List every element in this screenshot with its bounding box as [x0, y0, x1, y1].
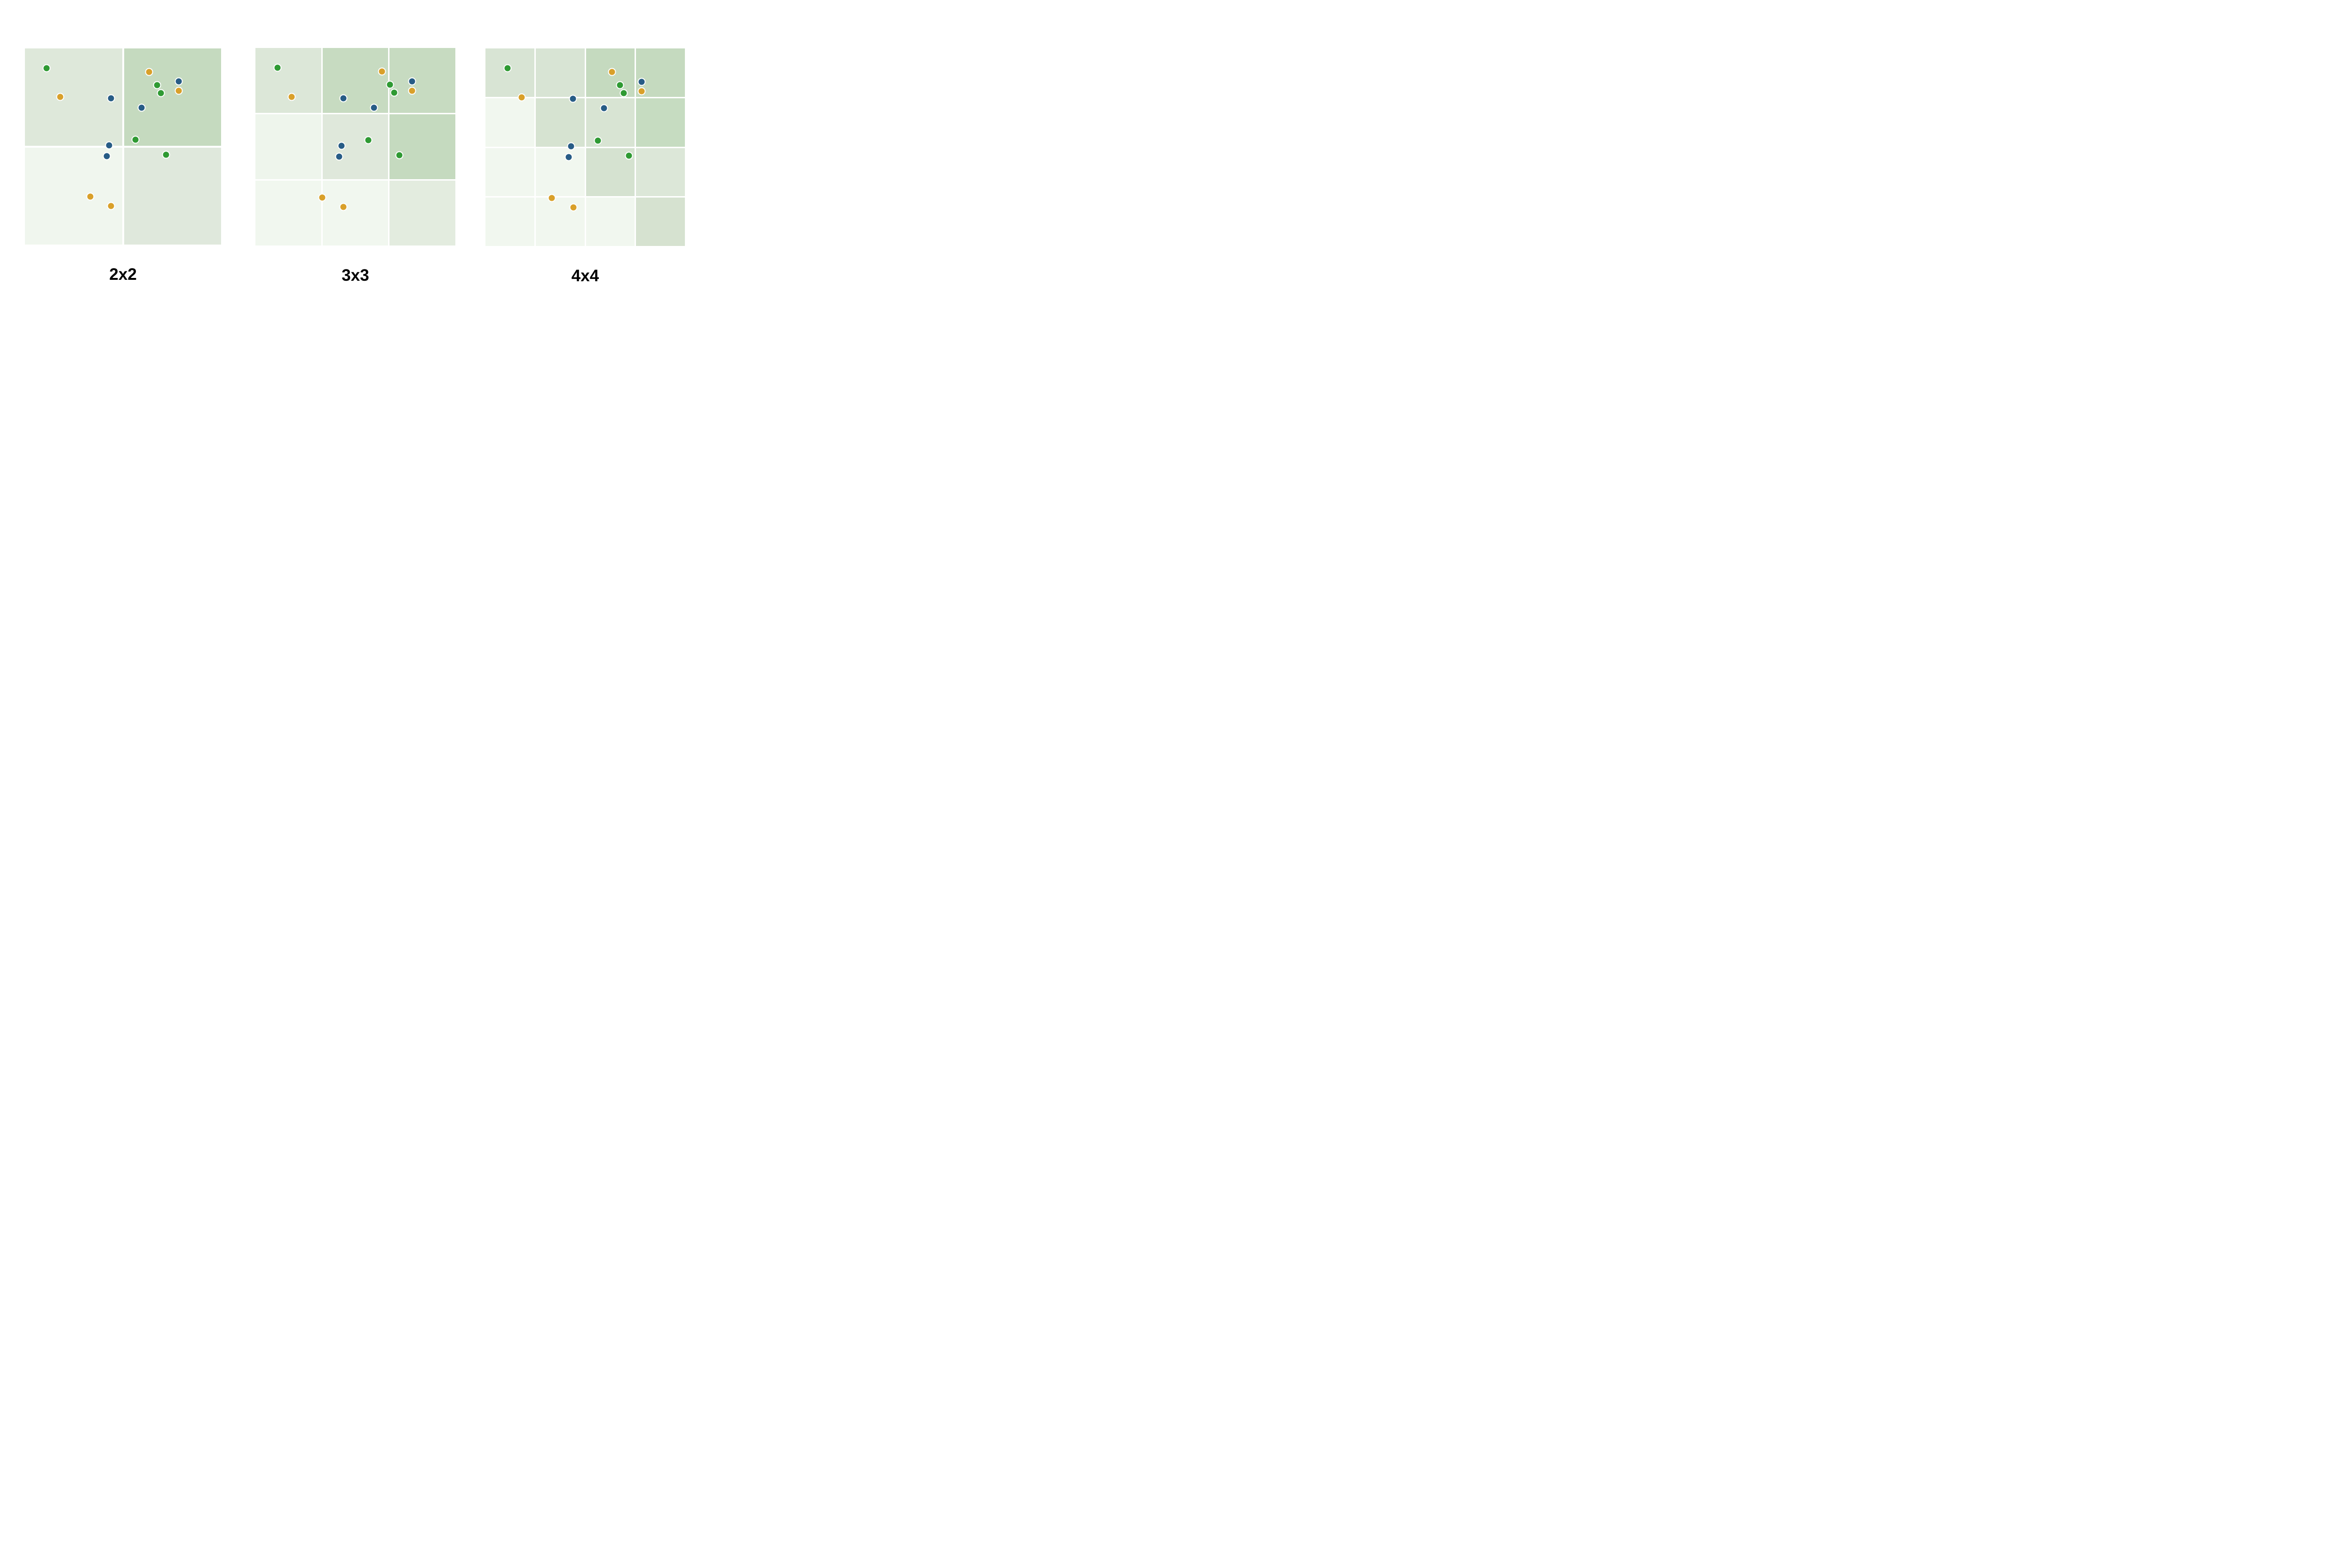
panel-label-3x3: 3x3 — [342, 266, 369, 285]
scatter-point-green — [616, 81, 624, 89]
scatter-point-green — [364, 136, 373, 144]
grid-cell-r2c2 — [124, 147, 221, 245]
scatter-point-blue — [103, 152, 111, 160]
scatter-point-blue — [567, 142, 575, 150]
scatter-point-orange — [175, 87, 183, 95]
grid-cell-r2c1 — [25, 147, 122, 245]
grid-cell-r1c1 — [255, 48, 321, 113]
grid-cell-r3c4 — [636, 148, 685, 197]
scatter-point-blue — [370, 103, 378, 112]
grid-cell-r2c3 — [586, 98, 635, 147]
scatter-point-blue — [105, 141, 113, 150]
scatter-point-orange — [517, 93, 526, 102]
scatter-point-blue — [107, 94, 115, 103]
grid-cell-r1c1 — [485, 48, 534, 97]
scatter-point-orange — [339, 203, 348, 211]
grid-cell-r2c1 — [485, 98, 534, 147]
scatter-point-green — [625, 151, 633, 160]
scatter-point-orange — [608, 68, 616, 76]
scatter-point-orange — [637, 87, 646, 95]
grid-4x4 — [485, 48, 685, 246]
grid-cell-r2c3 — [389, 114, 455, 179]
panel-2x2: 2x2 — [25, 48, 221, 283]
grid-cell-r2c4 — [636, 98, 685, 147]
grid-3x3 — [255, 48, 455, 245]
grid-cell-r3c2 — [322, 181, 389, 245]
grid-cell-r2c2 — [535, 98, 585, 147]
grid-cell-r1c2 — [124, 48, 221, 146]
scatter-point-green — [390, 88, 398, 97]
scatter-point-orange — [287, 93, 296, 101]
scatter-point-green — [503, 64, 512, 72]
panel-label-4x4: 4x4 — [571, 267, 599, 285]
grid-cell-r4c3 — [586, 198, 635, 246]
panel-label-2x2: 2x2 — [109, 265, 137, 284]
grid-cell-r3c1 — [255, 181, 321, 245]
scatter-point-blue — [564, 153, 573, 161]
scatter-point-blue — [637, 78, 646, 86]
panel-4x4: 4x4 — [485, 48, 685, 284]
grid-cell-r4c2 — [535, 198, 585, 246]
grid-cell-r2c2 — [322, 114, 389, 179]
scatter-point-green — [42, 64, 51, 72]
grid-2x2 — [25, 48, 221, 245]
scatter-point-green — [395, 151, 404, 159]
scatter-point-blue — [600, 104, 608, 112]
grid-cell-r3c2 — [535, 148, 585, 197]
grid-resolution-comparison-figure: 2x2 3x3 4x4 — [0, 0, 706, 314]
grid-cell-r1c2 — [322, 48, 389, 113]
grid-cell-r1c3 — [389, 48, 455, 113]
scatter-point-orange — [145, 68, 153, 76]
grid-cell-r4c1 — [485, 198, 534, 246]
scatter-point-blue — [175, 77, 183, 86]
scatter-point-orange — [107, 202, 115, 210]
grid-cell-r3c3 — [389, 181, 455, 245]
scatter-point-orange — [569, 203, 578, 212]
scatter-point-blue — [339, 94, 348, 103]
scatter-point-green — [162, 150, 170, 159]
scatter-point-blue — [335, 152, 343, 161]
scatter-point-orange — [86, 192, 95, 201]
scatter-point-green — [157, 89, 165, 97]
scatter-point-green — [153, 81, 161, 89]
grid-cell-r4c4 — [636, 198, 685, 246]
scatter-point-blue — [408, 77, 416, 86]
scatter-point-green — [131, 135, 140, 144]
scatter-point-green — [273, 63, 282, 72]
scatter-point-orange — [378, 67, 386, 76]
scatter-point-orange — [408, 87, 416, 95]
grid-cell-r3c1 — [485, 148, 534, 197]
scatter-point-blue — [137, 103, 146, 112]
scatter-point-blue — [569, 95, 577, 103]
scatter-point-green — [594, 136, 602, 145]
grid-cell-r1c1 — [25, 48, 122, 146]
scatter-point-blue — [337, 142, 346, 150]
grid-cell-r1c2 — [535, 48, 585, 97]
scatter-point-green — [620, 89, 628, 97]
scatter-point-orange — [318, 193, 326, 202]
scatter-point-orange — [56, 93, 64, 101]
scatter-point-green — [386, 80, 394, 89]
panel-3x3: 3x3 — [255, 48, 455, 284]
grid-cell-r2c1 — [255, 114, 321, 179]
scatter-point-orange — [548, 194, 556, 202]
